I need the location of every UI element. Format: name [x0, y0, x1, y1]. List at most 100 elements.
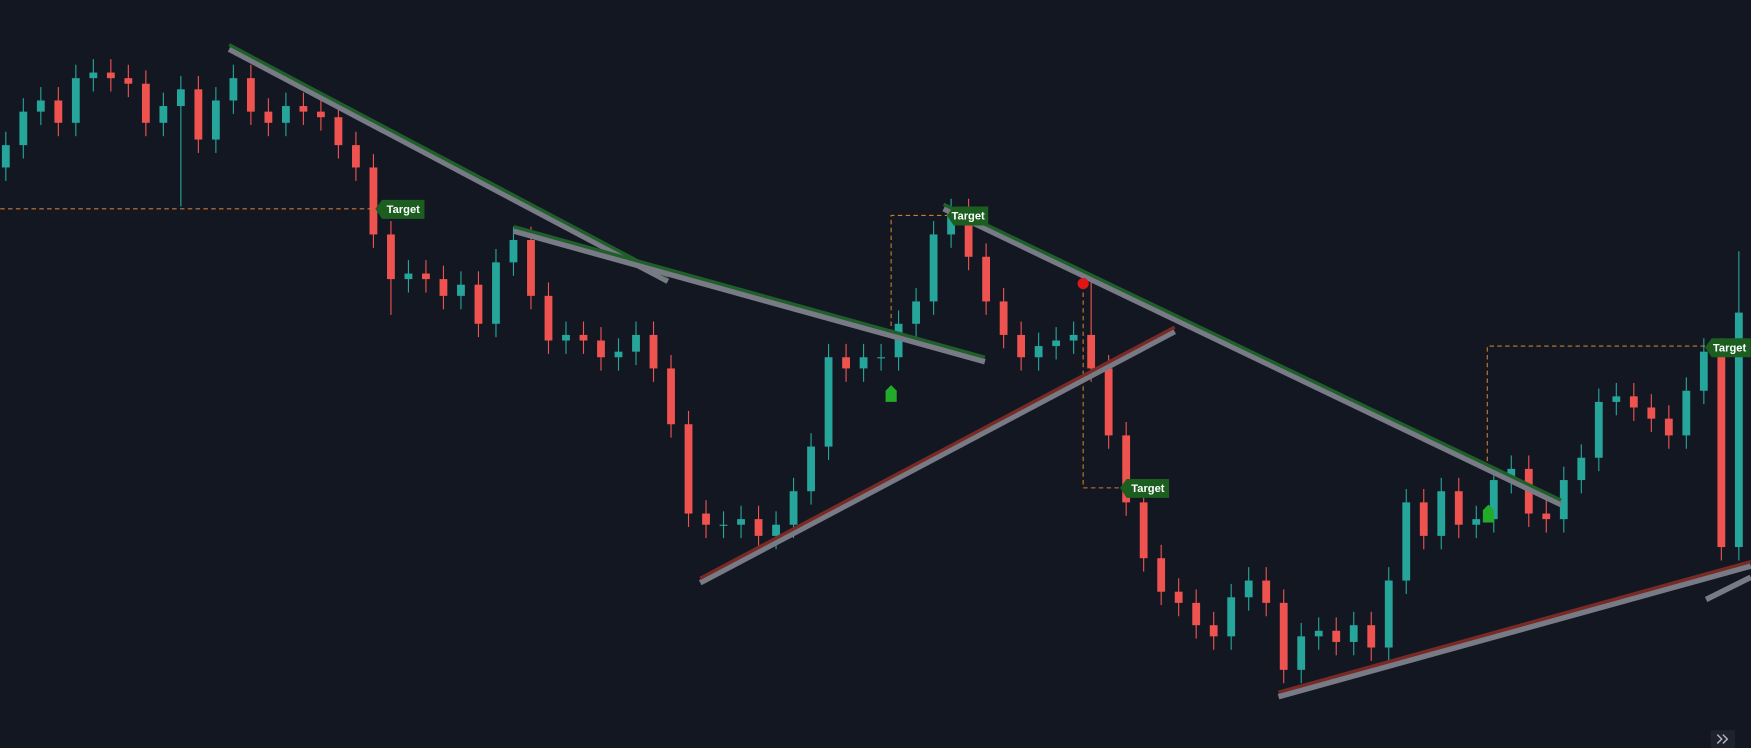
- trendline: [698, 329, 1177, 586]
- candle-body: [246, 78, 255, 112]
- candle-body: [369, 167, 378, 235]
- trendline: [513, 225, 986, 359]
- candle-body: [404, 273, 413, 280]
- candle-body: [562, 334, 570, 341]
- scroll-button[interactable]: [1710, 730, 1736, 748]
- candle-body: [1472, 519, 1481, 525]
- candle-body: [492, 262, 500, 324]
- candle-body: [1594, 401, 1603, 458]
- trendline: [699, 325, 1176, 580]
- candle-body: [439, 279, 448, 296]
- candle-body: [422, 273, 430, 280]
- candle-body: [999, 301, 1008, 335]
- candle-body: [141, 83, 150, 123]
- candle-body: [229, 78, 238, 101]
- candle-body: [211, 100, 220, 140]
- candle-body: [754, 519, 763, 536]
- candle-body: [1174, 591, 1183, 603]
- candle-body: [1489, 480, 1498, 520]
- sell-signal: [1077, 277, 1089, 290]
- candle-body: [281, 106, 290, 123]
- candle-body: [474, 284, 483, 324]
- trendline: [942, 202, 1562, 502]
- candle-body: [912, 301, 921, 324]
- candle-body: [842, 357, 850, 369]
- candle-body: [334, 117, 343, 146]
- candle-body: [176, 89, 185, 107]
- candle-body: [1157, 558, 1166, 592]
- candle-body: [317, 111, 325, 118]
- candle-body: [1507, 468, 1516, 481]
- candle-body: [1332, 630, 1341, 642]
- candle-body: [929, 234, 938, 302]
- candle-body: [1069, 334, 1078, 341]
- candle-body: [824, 357, 833, 447]
- candle-body: [1384, 580, 1393, 648]
- candle-body: [106, 72, 115, 79]
- candle-body: [159, 106, 168, 123]
- candle-body: [1297, 636, 1306, 670]
- candle-body: [36, 100, 45, 112]
- candle-body: [684, 424, 693, 514]
- candle-body: [1664, 418, 1673, 436]
- candle-body: [1104, 368, 1113, 436]
- candle-body: [264, 111, 273, 123]
- candle-body: [19, 111, 28, 146]
- candle-body: [859, 357, 868, 369]
- trendline: [1277, 563, 1751, 700]
- candle-body: [457, 284, 465, 296]
- scroll-button-bg[interactable]: [1710, 730, 1736, 748]
- candle-body: [352, 145, 360, 168]
- candle-body: [124, 78, 133, 84]
- candle-body: [737, 519, 745, 525]
- candle-body: [1402, 502, 1411, 581]
- trendline: [1704, 574, 1751, 603]
- candle-body: [1542, 513, 1551, 520]
- trendlines: [227, 43, 1751, 700]
- candle-body: [1577, 457, 1586, 481]
- candle-body: [299, 106, 308, 112]
- candle-body: [1, 145, 10, 168]
- candle-body: [1629, 396, 1638, 408]
- candle-body: [772, 524, 780, 536]
- candle-body: [1017, 334, 1026, 358]
- candle-body: [632, 334, 640, 352]
- signals: [885, 277, 1494, 523]
- candle-body: [1699, 351, 1708, 391]
- candle-body: [54, 100, 63, 123]
- candle-body: [509, 240, 518, 263]
- candle-body: [667, 368, 675, 425]
- candle-body: [1314, 630, 1323, 637]
- target-label: Target: [1704, 338, 1751, 358]
- candle-body: [387, 234, 395, 280]
- candle-body: [1367, 625, 1376, 648]
- buy-signal: [885, 385, 897, 402]
- candle-body: [789, 491, 798, 525]
- candle-body: [1139, 502, 1148, 559]
- candle-body: [527, 240, 535, 296]
- candle-body: [964, 212, 973, 257]
- trendline: [513, 228, 986, 365]
- target-guide: [1486, 345, 1709, 469]
- candle-body: [1734, 312, 1743, 548]
- candle-body: [544, 295, 553, 341]
- candle-body: [649, 334, 658, 369]
- target-label: Target: [1119, 478, 1170, 498]
- scroll-icon[interactable]: [1716, 734, 1729, 745]
- candle-body: [1122, 435, 1131, 503]
- candle-body: [1279, 602, 1288, 670]
- target-text: Target: [1713, 342, 1747, 354]
- candle-body: [982, 256, 991, 302]
- candle-body: [807, 446, 815, 492]
- candle-body: [89, 72, 98, 79]
- candle-body: [597, 340, 605, 358]
- candle-body: [1034, 346, 1043, 358]
- candle-body: [1052, 340, 1061, 347]
- candle-body: [1349, 625, 1358, 642]
- trendline: [1278, 559, 1751, 694]
- target-guide: [890, 214, 950, 335]
- target-text: Target: [952, 211, 986, 223]
- target-text: Target: [1131, 483, 1165, 495]
- trendline: [227, 46, 670, 284]
